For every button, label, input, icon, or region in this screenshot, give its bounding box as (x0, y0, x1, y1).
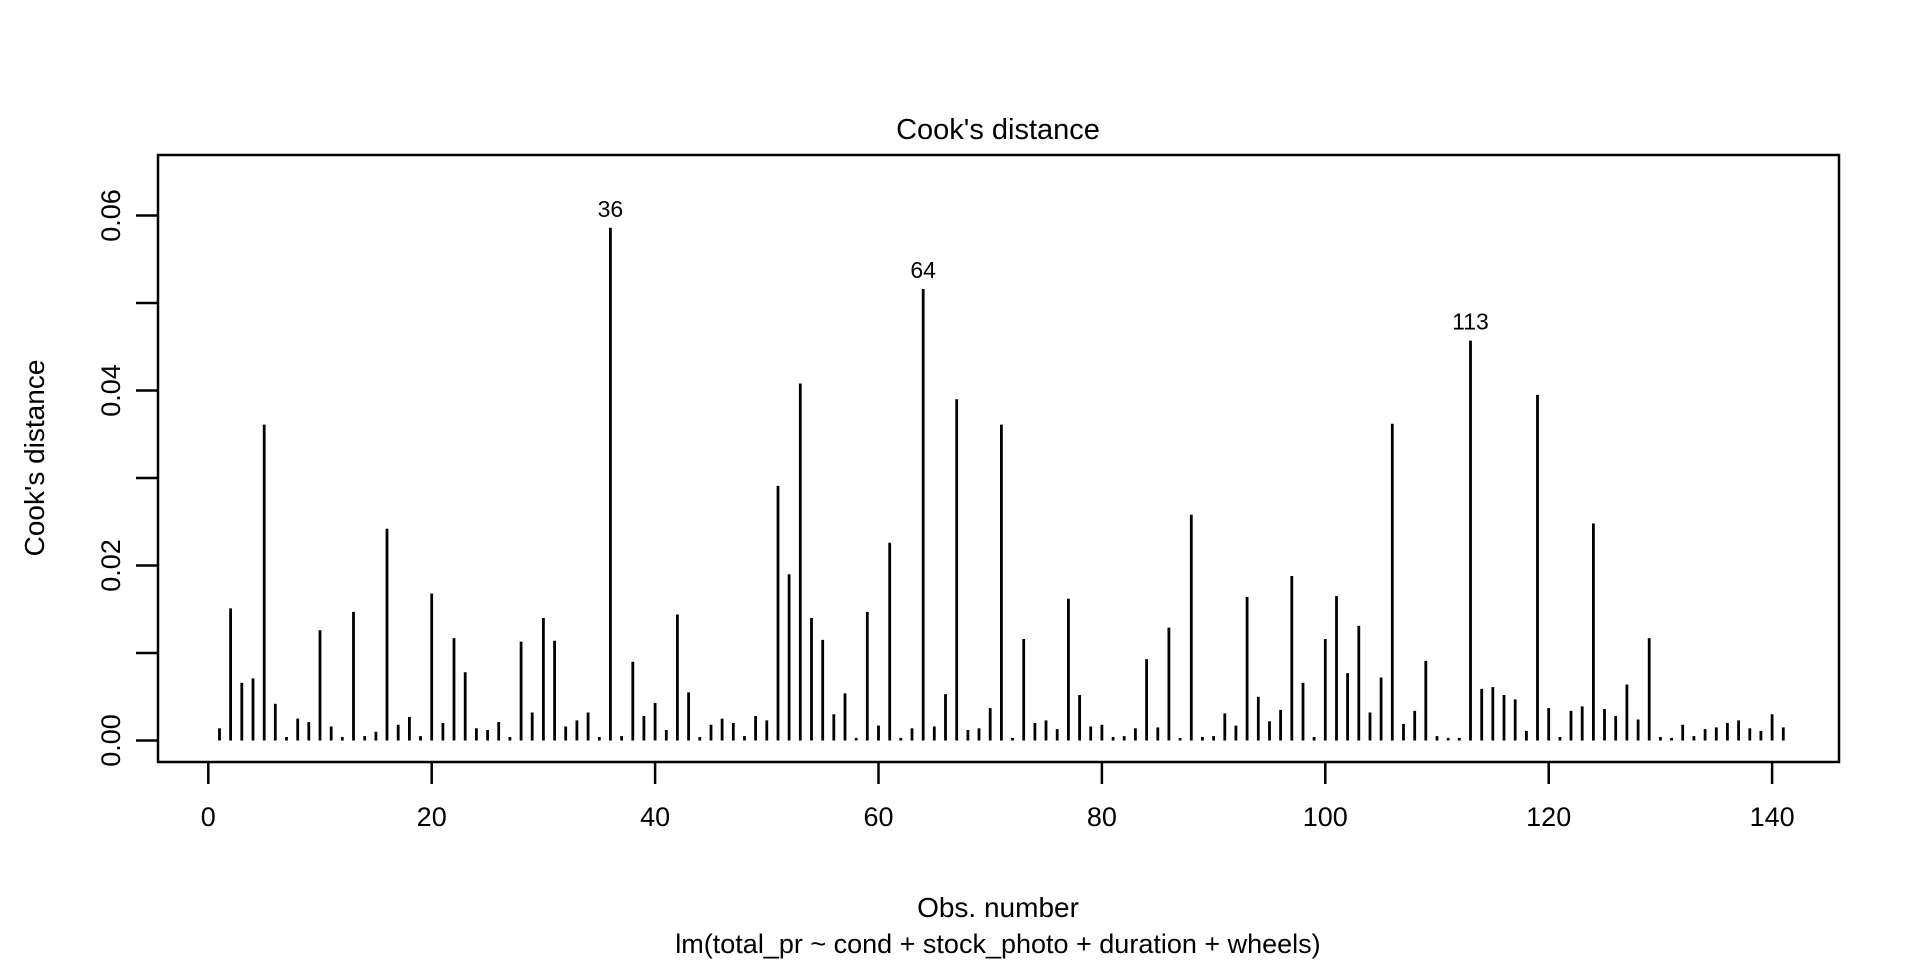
outlier-label-36: 36 (598, 196, 624, 222)
x-tick-label-40: 40 (640, 802, 670, 832)
x-tick-label-80: 80 (1087, 802, 1117, 832)
x-axis-ticks: 0 20 40 60 80 100 120 140 (201, 762, 1795, 832)
model-formula-subtitle: lm(total_pr ~ cond + stock_photo + durat… (675, 929, 1320, 959)
x-tick-label-20: 20 (417, 802, 447, 832)
outlier-label-113: 113 (1452, 309, 1489, 335)
y-tick-label-0.02: 0.02 (96, 539, 126, 592)
x-tick-label-0: 0 (201, 802, 216, 832)
plot-box (156, 153, 1841, 764)
plot-title: Cook's distance (896, 114, 1100, 146)
x-tick-label-120: 120 (1526, 802, 1571, 832)
x-axis-label: Obs. number (917, 892, 1079, 923)
y-tick-label-0.06: 0.06 (96, 189, 126, 242)
outlier-label-64: 64 (910, 257, 936, 283)
cooks-distance-bars (218, 227, 1785, 741)
y-tick-label-0.00: 0.00 (96, 714, 126, 767)
outlier-labels: 36 64 113 (598, 196, 1489, 335)
y-tick-label-0.04: 0.04 (96, 364, 126, 417)
x-tick-label-140: 140 (1750, 802, 1795, 832)
y-axis-label: Cook's distance (19, 360, 50, 557)
x-tick-label-100: 100 (1303, 802, 1348, 832)
x-tick-label-60: 60 (863, 802, 893, 832)
y-axis-ticks: 0.00 0.02 0.04 0.06 (96, 189, 158, 767)
